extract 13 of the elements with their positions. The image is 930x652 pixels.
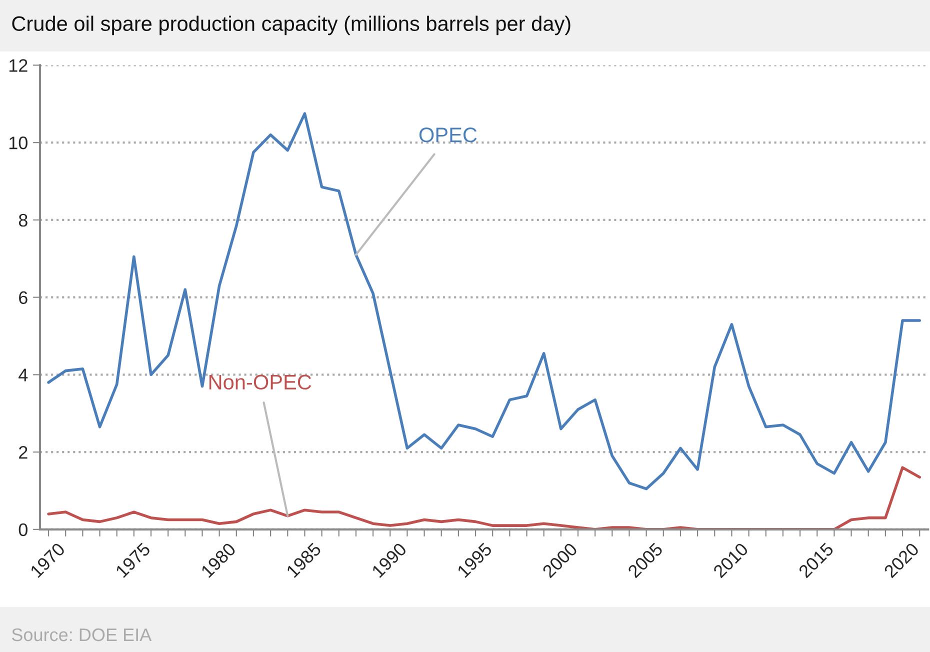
chart-title: Crude oil spare production capacity (millions barrels per day) <box>12 16 570 36</box>
text: Non-OPEC <box>209 374 312 390</box>
line-series <box>47 466 921 530</box>
y-tick-label: 0 <box>18 523 28 536</box>
y-tick-label: 8 <box>18 214 28 227</box>
y-tick-label: 2 <box>19 446 28 459</box>
y-tick-label: 10 <box>9 136 28 150</box>
line-series <box>47 112 921 490</box>
y-tick-label: 4 <box>18 368 28 382</box>
source-note: Source: DOE EIA <box>12 628 152 642</box>
y-tick-label: 12 <box>9 59 28 72</box>
y-tick-label: 6 <box>19 291 28 304</box>
text: OPEC <box>419 128 477 142</box>
